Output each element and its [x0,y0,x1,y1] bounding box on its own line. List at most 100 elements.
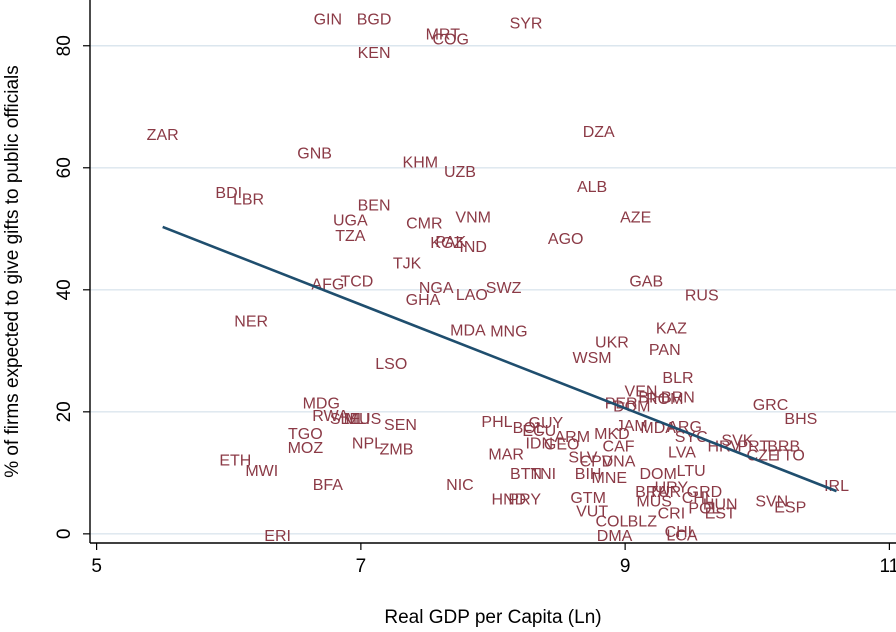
country-point-label: GHA [406,292,441,309]
country-point-label: SEN [384,417,417,434]
country-point-label: PRT [737,438,769,455]
country-point-label: PRY [508,491,541,508]
country-point-label: ESP [774,499,806,516]
country-point-label: TZA [335,228,366,245]
gridlines [90,45,896,535]
country-point-label: NIC [446,477,474,494]
country-point-label: COL [595,513,628,530]
country-point-label: AZE [620,210,651,227]
country-point-label: ETH [219,452,251,469]
country-point-label: LAO [456,287,488,304]
country-point-label: NER [234,313,268,330]
country-point-label: CMR [406,216,442,233]
country-point-label: IDN [525,435,553,452]
country-point-label: HUN [703,496,738,513]
country-point-label: PER [605,396,638,413]
y-tick-label: 20 [54,401,75,422]
country-point-label: SWZ [486,280,522,297]
country-point-label: SYC [675,429,708,446]
country-point-label: CHL [682,490,714,507]
country-point-label: TCD [340,274,373,291]
country-point-label: MDG [303,396,340,413]
country-point-label: GAB [629,274,663,291]
country-point-label: GEO [544,437,580,454]
country-point-label: HND [492,491,527,508]
country-point-label: BRB [767,438,800,455]
country-point-label: DMA [597,528,633,545]
country-point-label: CHL [665,524,697,541]
country-point-label: BDI [215,185,242,202]
country-point-label: JAM [616,418,648,435]
country-point-label: SLV [568,449,597,466]
country-point-label: MNE [591,470,627,487]
country-point-label: LSO [375,356,407,373]
country-point-label: EST [705,505,736,522]
country-point-label: SYR [510,16,543,33]
country-point-label: MKD [594,426,630,443]
x-axis-title: Real GDP per Capita (Ln) [384,607,601,628]
country-point-label: ZMB [380,441,414,458]
country-point-label: MUS [636,493,672,510]
country-point-label: PHL [481,414,512,431]
country-point-label: UZB [444,164,476,181]
country-point-label: MLI [344,411,371,428]
country-point-label: NGA [419,280,454,297]
y-axis-title: % of firms expected to give gifts to pub… [2,65,23,478]
country-point-label: WSM [573,350,612,367]
country-point-label: MOZ [288,440,324,457]
country-point-label: CAF [603,438,635,455]
country-point-label: VNM [455,210,491,227]
country-point-label: ARG [667,419,702,436]
country-point-label: KEN [358,45,391,62]
country-point-label: LBR [233,191,264,208]
country-point-label: BLZ [628,513,658,530]
x-tick-label: 9 [620,556,631,577]
country-point-label: BOL [513,420,545,437]
country-point-label: MNG [490,324,527,341]
country-point-label: UGA [333,213,368,230]
x-tick-label: 7 [356,556,367,577]
country-point-label: BHS [784,411,817,428]
country-point-label: ARM [554,429,590,446]
country-point-label: SLE [330,411,360,428]
country-point-label: BGD [357,11,392,28]
country-point-label: GTM [570,490,606,507]
country-point-label: TNI [530,466,556,483]
y-tick-label: 60 [54,157,75,178]
country-point-label: KHM [403,155,439,172]
country-point-label: LVA [668,444,696,461]
y-tick-label: 40 [54,279,75,300]
y-axis-ticks: 0 20 40 60 80 [54,35,90,539]
country-point-label: MAR [488,446,524,463]
country-point-label: KGZ [430,235,463,252]
country-point-label: URY [655,479,689,496]
country-point-label: LTU [677,463,706,480]
country-point-label: CRI [658,505,686,522]
country-point-label: RWA [312,408,349,425]
country-point-label: MDA [450,322,486,339]
country-point-label: DOM [613,399,650,416]
country-point-label: SVN [755,493,788,510]
x-tick-label: 5 [91,556,102,577]
y-tick-label: 0 [54,529,75,540]
country-point-label: ZAR [147,127,179,144]
country-point-label: NPL [352,435,383,452]
country-point-label: IND [459,239,487,256]
country-point-label: DNA [602,454,636,471]
country-point-label: BRA [635,484,668,501]
country-point-label: ALB [577,179,607,196]
country-point-label: VEN [625,383,658,400]
country-point-label: LCA [666,527,697,544]
country-point-label: GRC [753,397,789,414]
y-tick-label: 80 [54,35,75,56]
country-point-label: IRL [824,478,849,495]
country-point-label: BTN [510,466,542,483]
country-point-label: ROM [646,391,683,408]
country-point-label: MUS [346,411,382,428]
country-point-label: BFA [313,477,344,494]
country-point-label: TJK [393,255,422,272]
country-point-label: BLR [662,370,693,387]
country-point-label: KAZ [656,321,687,338]
